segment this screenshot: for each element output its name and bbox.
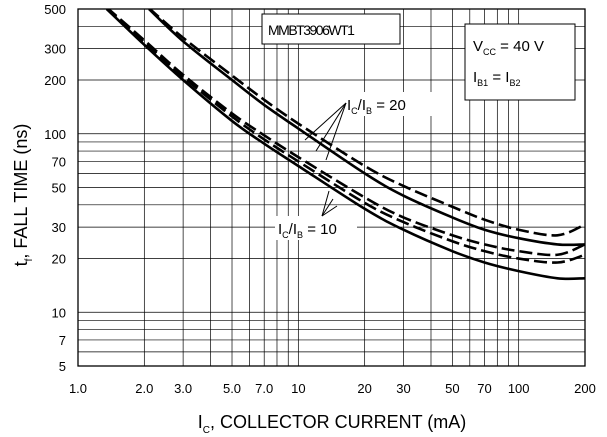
- x-tick-label: 100: [508, 381, 530, 396]
- chart-title: MMBT3906WT1: [268, 22, 355, 38]
- conditions-box: [464, 23, 576, 101]
- condition-vcc: VCC = 40 V: [473, 38, 544, 57]
- series-line-2: [148, 9, 585, 237]
- x-tick-labels: 1.0 2.0 3.0 5.0 7.0 10 20 30 50 70 100 200: [69, 381, 596, 396]
- leader-20-a: [304, 102, 347, 141]
- label-10-box: [275, 216, 357, 240]
- y-tick-label: 10: [52, 305, 66, 320]
- condition-ib: IB1 = IB2: [473, 69, 520, 88]
- title-box: [261, 13, 401, 45]
- leader-10-c: [321, 205, 338, 217]
- x-tick-label: 1.0: [69, 381, 87, 396]
- y-tick-label: 300: [44, 42, 66, 57]
- y-tick-label: 200: [44, 73, 66, 88]
- y-tick-label: 50: [52, 181, 66, 196]
- x-tick-label: 3.0: [174, 381, 192, 396]
- x-tick-label: 5.0: [223, 381, 241, 396]
- y-tick-label: 70: [52, 154, 66, 169]
- x-tick-label: 200: [574, 381, 596, 396]
- y-tick-label: 30: [52, 220, 66, 235]
- y-tick-labels: 5 7 10 20 30 50 70 100 200 300 500: [44, 2, 66, 374]
- y-tick-label: 7: [59, 333, 66, 348]
- series-line-5: [106, 9, 585, 257]
- x-axis-label: IC, COLLECTOR CURRENT (mA): [198, 412, 467, 436]
- leader-20-b: [315, 102, 347, 152]
- x-tick-label: 30: [396, 381, 410, 396]
- curves: [105, 9, 585, 281]
- series-line-3: [105, 9, 585, 281]
- x-tick-label: 70: [477, 381, 491, 396]
- x-tick-label: 10: [291, 381, 305, 396]
- y-axis-label: tf, FALL TIME (ns): [11, 124, 35, 267]
- y-tick-label: 5: [59, 359, 66, 374]
- x-tick-label: 50: [445, 381, 459, 396]
- label-20-box: [344, 92, 432, 116]
- leader-20-c: [325, 102, 347, 161]
- label-ic-ib-20: IC/IB = 20: [347, 97, 406, 116]
- x-tick-label: 7.0: [255, 381, 273, 396]
- leader-10-b: [321, 198, 334, 217]
- x-tick-label: 20: [357, 381, 371, 396]
- y-tick-label: 500: [44, 2, 66, 17]
- y-tick-label: 100: [44, 127, 66, 142]
- y-tick-label: 20: [52, 252, 66, 267]
- series-line-1: [148, 9, 585, 247]
- plot-frame: [77, 8, 586, 367]
- x-tick-label: 2.0: [135, 381, 153, 396]
- series-line-4: [105, 9, 585, 264]
- leader-10-a: [321, 190, 330, 217]
- label-ic-ib-10: IC/IB = 10: [278, 221, 337, 240]
